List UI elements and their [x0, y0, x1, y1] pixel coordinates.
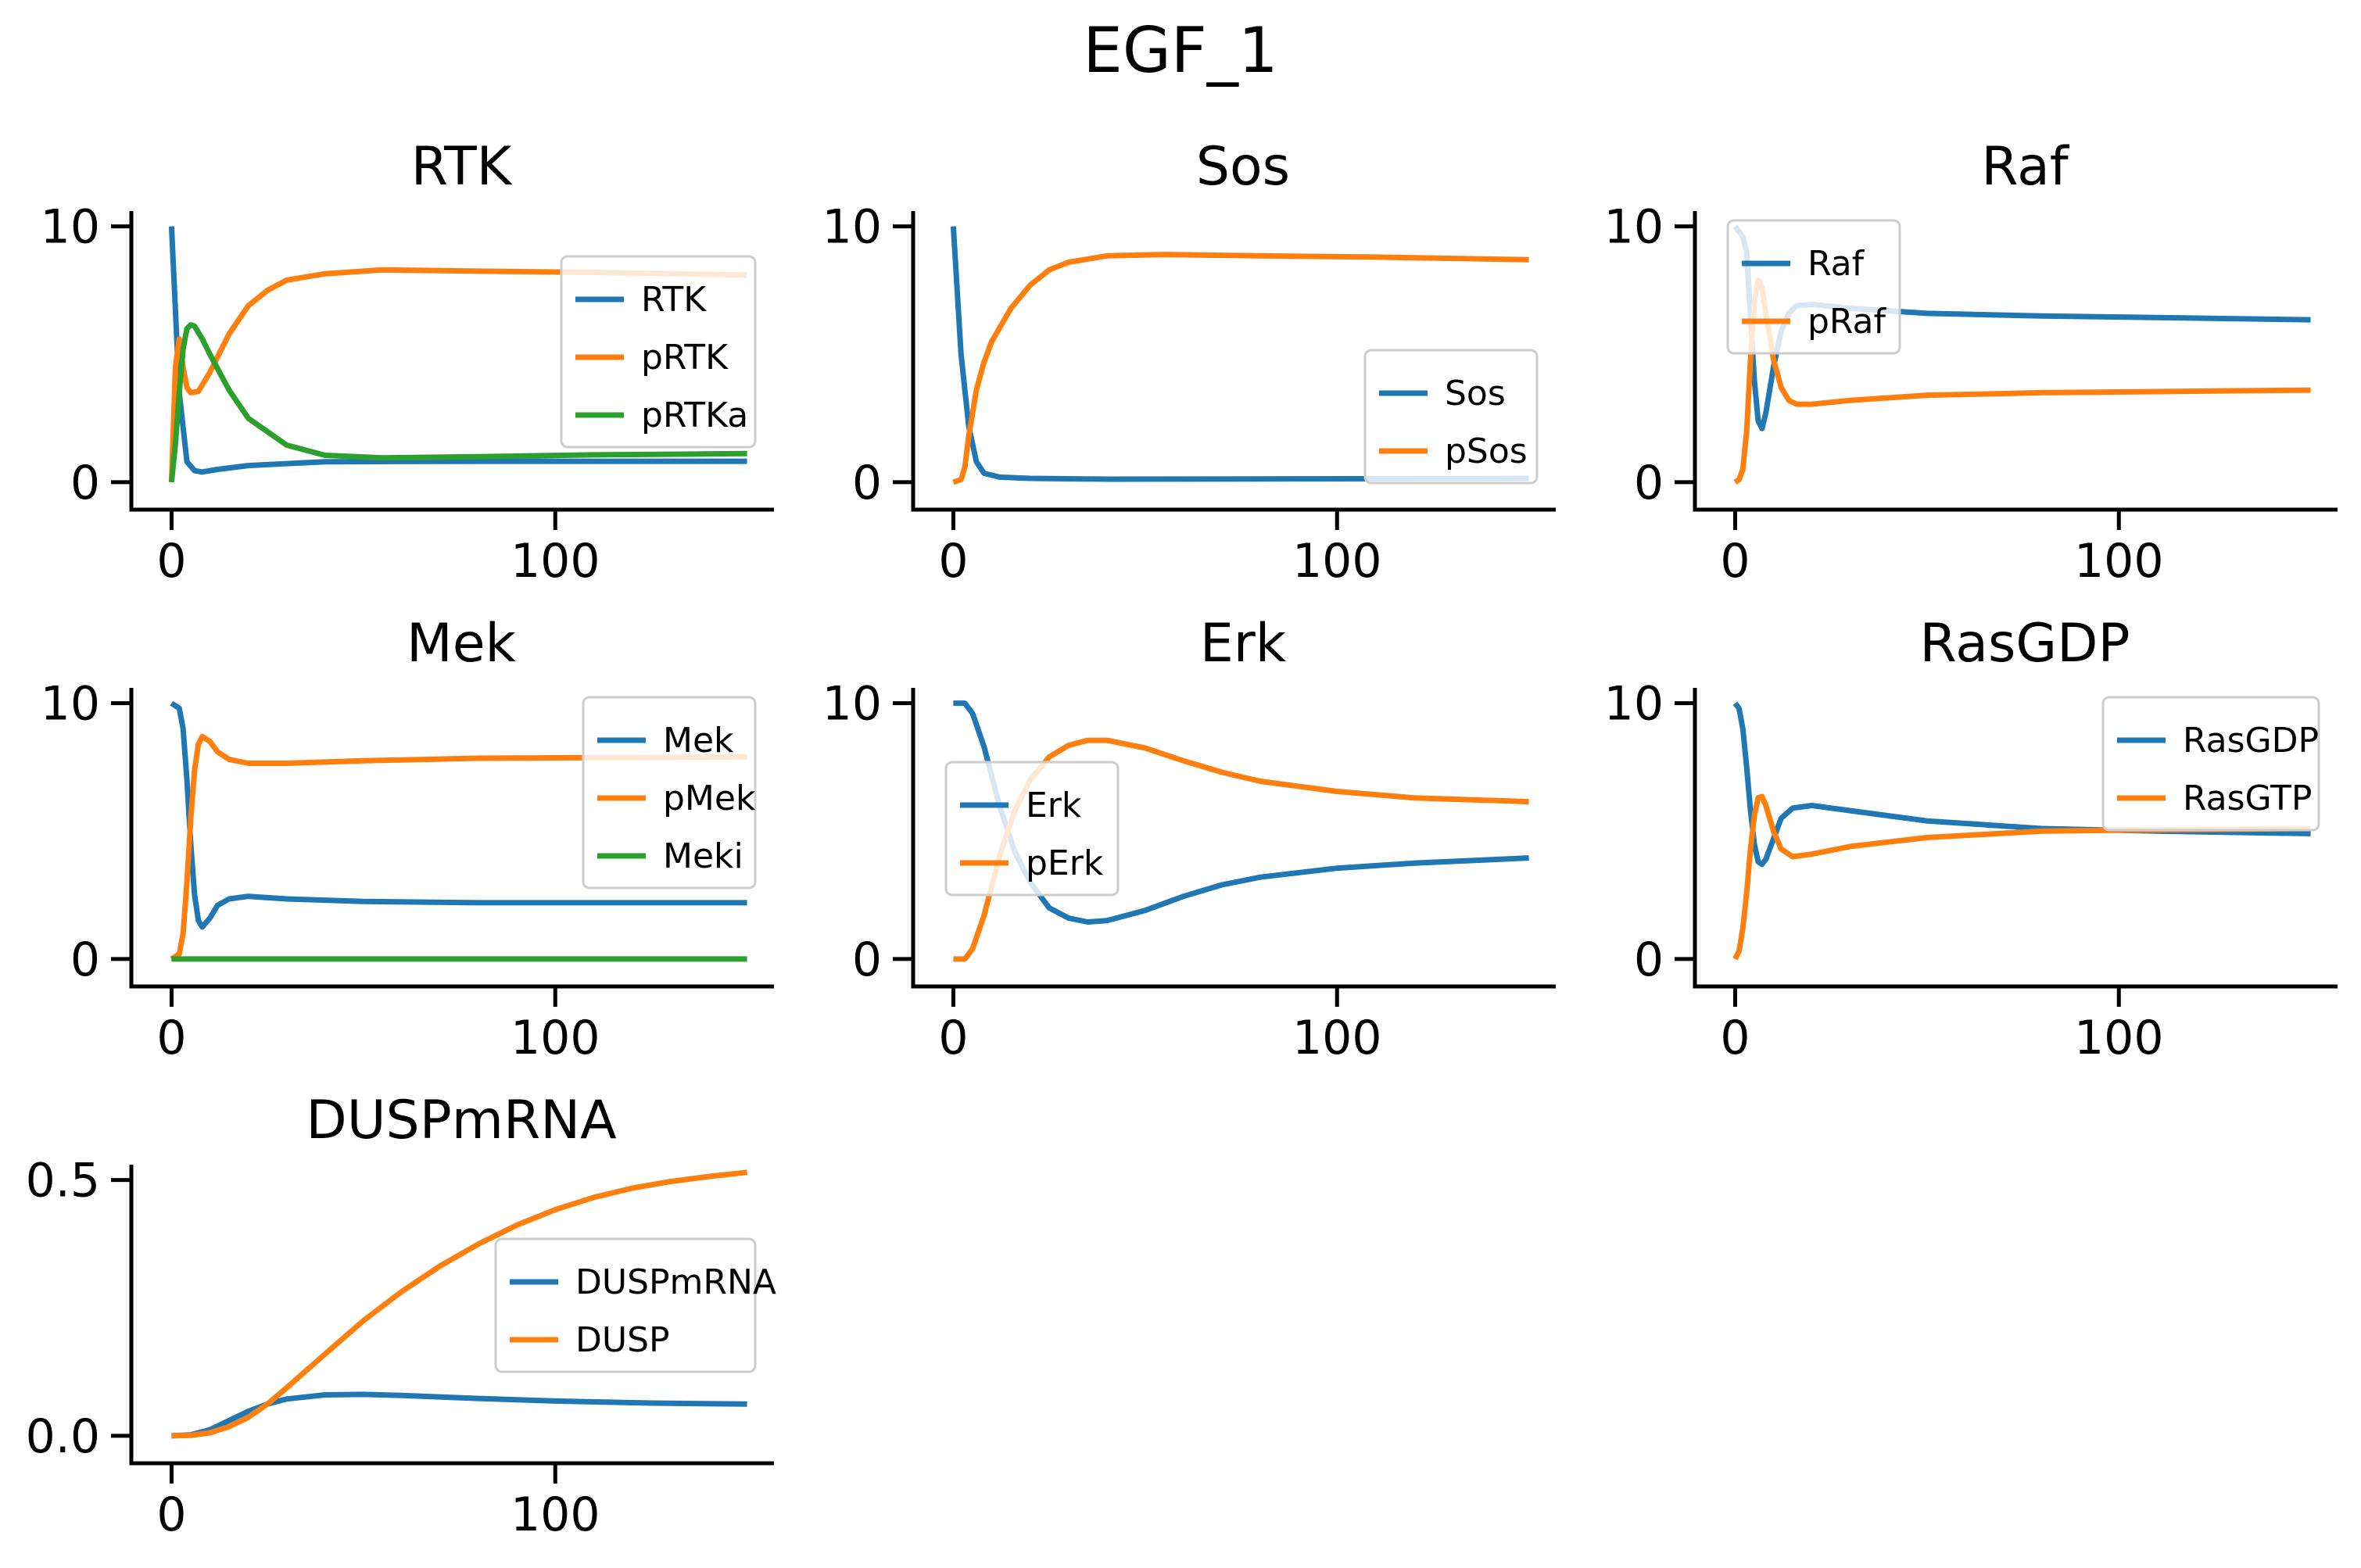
- panel-rasgdp: RasGDP 0 100 0 10 RasGDP RasGTP: [1604, 613, 2338, 1065]
- panel-rtk-x-tick-label: 100: [511, 534, 600, 589]
- panel-rasgdp-x-tick-label: 0: [1720, 1011, 1750, 1065]
- panel-rasgdp-legend: RasGDP RasGTP: [2101, 696, 2320, 832]
- panel-mek-legend-label-mek: Mek: [663, 721, 734, 761]
- panel-mek-title: Mek: [407, 613, 517, 675]
- panel-rasgdp-legend-label-rasgdp: RasGDP: [2183, 721, 2319, 761]
- panel-rtk-legend-label-rtk: RTK: [641, 280, 707, 320]
- panel-erk-legend: Erk pErk: [944, 761, 1120, 897]
- panel-erk-x-tick-label: 100: [1292, 1011, 1382, 1065]
- panel-duspmrna-y-tick-label: 0.5: [26, 1154, 100, 1208]
- panel-sos: Sos 0 100 0 10 Sos pSos: [822, 136, 1556, 589]
- panel-mek: Mek 0 100 0 10 Mek pMek Meki: [41, 613, 774, 1065]
- panel-rasgdp-series-rasgdp: [1732, 701, 2311, 868]
- panel-rasgdp-x-tick-label: 100: [2074, 1011, 2164, 1065]
- panel-mek-legend: Mek pMek Meki: [582, 696, 757, 890]
- panel-rtk-series-rtk: [168, 226, 747, 475]
- panel-sos-y-tick-label: 10: [822, 200, 882, 255]
- panel-rtk-legend-label-prtka: pRTKa: [641, 396, 748, 435]
- panel-raf-y-tick-label: 0: [1634, 456, 1664, 510]
- panel-mek-y-tick-label: 0: [70, 933, 100, 987]
- panel-erk-series-erk: [953, 700, 1529, 925]
- panel-duspmrna-x-tick-label: 100: [511, 1487, 600, 1542]
- panel-sos-x-tick-label: 100: [1292, 534, 1382, 589]
- panel-mek-legend-frame: [582, 696, 757, 890]
- panel-rtk-x-tick-label: 0: [156, 534, 186, 589]
- panel-duspmrna-legend-label-dusp: DUSP: [575, 1320, 670, 1360]
- panel-raf-legend-label-praf: pRaf: [1807, 302, 1886, 342]
- panel-duspmrna-title: DUSPmRNA: [306, 1090, 616, 1151]
- panel-mek-x-tick-label: 0: [156, 1011, 186, 1065]
- panel-rasgdp-y-tick-label: 0: [1634, 933, 1664, 987]
- panel-raf-x-tick-label: 0: [1720, 534, 1750, 589]
- panel-erk-legend-label-perk: pErk: [1026, 843, 1104, 883]
- panel-duspmrna: DUSPmRNA 0 100 0.0 0.5 DUSPmRNA DUSP: [26, 1090, 776, 1542]
- panel-rtk-legend-label-prtk: pRTK: [641, 338, 729, 378]
- panel-raf: Raf 0 100 0 10 Raf pRaf: [1604, 136, 2338, 589]
- panel-duspmrna-x-tick-label: 0: [156, 1487, 186, 1542]
- panel-sos-title: Sos: [1196, 136, 1290, 198]
- panel-sos-legend-label-psos: pSos: [1445, 431, 1528, 471]
- panel-rtk-legend: RTK pRTK pRTKa: [560, 255, 757, 449]
- panel-duspmrna-legend: DUSPmRNA DUSP: [494, 1237, 776, 1373]
- panel-raf-title: Raf: [1981, 136, 2069, 198]
- panel-sos-x-tick-label: 0: [938, 534, 968, 589]
- panel-raf-legend: Raf pRaf: [1726, 219, 1901, 355]
- panel-rtk-y-tick-label: 10: [41, 200, 100, 255]
- panel-raf-x-tick-label: 100: [2074, 534, 2164, 589]
- panel-rasgdp-y-tick-label: 10: [1604, 677, 1664, 732]
- panel-sos-series-psos: [952, 252, 1529, 485]
- panel-duspmrna-series-dusp: [171, 1169, 747, 1439]
- panel-erk-title: Erk: [1200, 613, 1287, 675]
- panel-rasgdp-legend-label-rasgtp: RasGTP: [2183, 779, 2312, 818]
- panel-rtk-title: RTK: [411, 136, 514, 198]
- panel-erk: Erk 0 100 0 10 Erk pErk: [822, 613, 1556, 1065]
- panel-raf-legend-label-raf: Raf: [1807, 244, 1865, 284]
- panel-sos-y-tick-label: 0: [852, 456, 882, 510]
- panel-rtk: RTK 0 100 0 10 RTK pRTK pRTKa: [41, 136, 774, 589]
- panel-rasgdp-title: RasGDP: [1920, 613, 2130, 675]
- panel-mek-x-tick-label: 100: [511, 1011, 600, 1065]
- panel-rtk-series-prtka: [168, 322, 747, 483]
- panel-erk-y-tick-label: 10: [822, 677, 882, 732]
- panel-rtk-legend-frame: [560, 255, 757, 449]
- panel-erk-series-perk: [953, 737, 1529, 962]
- panel-erk-x-tick-label: 0: [938, 1011, 968, 1065]
- panel-mek-series-pmek: [170, 733, 747, 961]
- panel-duspmrna-series-duspmrna: [171, 1391, 747, 1439]
- panel-duspmrna-legend-label-duspmrna: DUSPmRNA: [575, 1262, 776, 1302]
- panel-mek-series-mek: [170, 700, 747, 930]
- panel-rasgdp-series-rasgtp: [1732, 793, 2311, 961]
- panel-mek-legend-label-meki: Meki: [663, 836, 743, 876]
- figure-title: EGF_1: [1083, 14, 1277, 87]
- panel-sos-legend-label-sos: Sos: [1445, 374, 1506, 413]
- panel-raf-y-tick-label: 10: [1604, 200, 1664, 255]
- panel-rtk-y-tick-label: 0: [70, 456, 100, 510]
- panel-duspmrna-y-tick-label: 0.0: [26, 1409, 100, 1464]
- panel-mek-y-tick-label: 10: [41, 677, 100, 732]
- panel-erk-legend-label-erk: Erk: [1026, 786, 1082, 825]
- panel-duspmrna-legend-frame: [494, 1237, 757, 1373]
- panel-mek-legend-label-pmek: pMek: [663, 779, 756, 818]
- panel-erk-y-tick-label: 0: [852, 933, 882, 987]
- panel-sos-legend: Sos pSos: [1363, 349, 1539, 485]
- panel-sos-series-sos: [950, 226, 1529, 482]
